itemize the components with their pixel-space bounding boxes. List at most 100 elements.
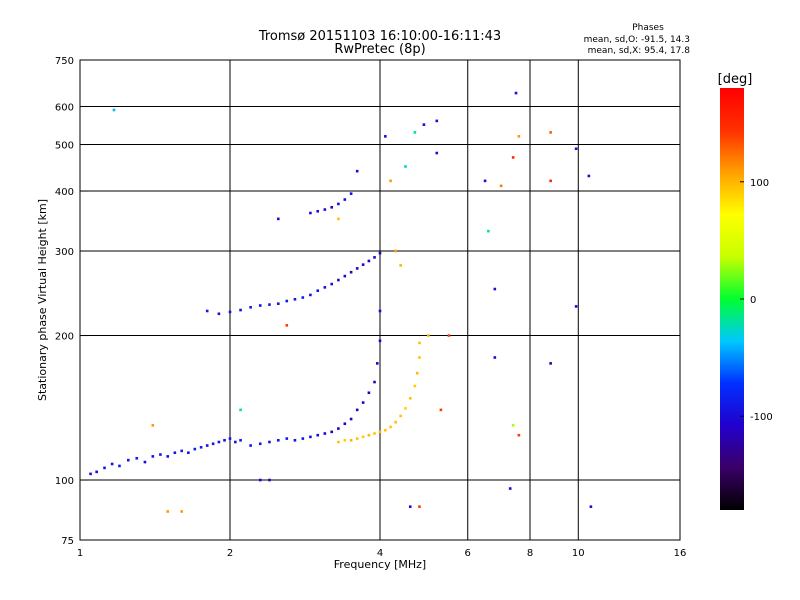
data-point (587, 174, 591, 178)
data-point (394, 249, 397, 253)
data-point (239, 408, 242, 412)
data-point (343, 438, 347, 442)
data-point (399, 264, 402, 267)
data-point (239, 438, 242, 442)
data-point (408, 397, 412, 400)
data-point (199, 446, 203, 449)
data-point (343, 422, 347, 426)
data-point (418, 341, 421, 345)
data-point (309, 293, 312, 297)
x-tick-label: 6 (465, 548, 471, 559)
data-point (126, 458, 130, 462)
data-point (330, 430, 334, 434)
x-axis-label: Frequency [MHz] (334, 558, 426, 571)
data-point (330, 282, 334, 286)
stats-o-line: mean, sd,O: -91.5, 14.3 (584, 35, 690, 45)
colorbar-tick-label: 100 (750, 178, 769, 189)
data-point (413, 384, 417, 388)
data-point (418, 505, 421, 508)
data-point (337, 217, 340, 221)
data-point (426, 334, 430, 337)
data-point (435, 151, 439, 155)
plot-frame (79, 59, 681, 541)
data-point (258, 478, 262, 482)
colorbar-tick-label: -100 (750, 412, 773, 423)
data-point (228, 437, 232, 440)
data-point (239, 308, 242, 312)
data-point (316, 433, 320, 437)
data-point (373, 432, 376, 435)
data-point (422, 123, 426, 126)
stats-heading: Phases (632, 23, 664, 33)
data-point (103, 466, 106, 470)
data-point (447, 334, 451, 337)
data-point (135, 456, 139, 460)
data-point (285, 324, 289, 327)
data-point (378, 339, 382, 343)
data-point (118, 464, 121, 468)
data-point (408, 505, 412, 508)
data-point (173, 451, 177, 455)
colorbar-tick-label: 0 (750, 295, 756, 306)
data-point (187, 451, 190, 455)
x-tick-label: 1 (77, 548, 83, 559)
data-point (418, 356, 421, 359)
data-point (483, 179, 487, 183)
data-point (378, 430, 382, 434)
data-point (276, 217, 280, 221)
data-point (316, 209, 320, 213)
chart-title: Tromsø 20151103 16:10:00-16:11:43 (258, 29, 501, 44)
y-tick-label: 600 (55, 103, 74, 114)
data-point (508, 487, 512, 490)
x-tick-label: 10 (572, 548, 585, 559)
data-point (293, 438, 297, 442)
grid-lines (80, 60, 680, 540)
data-point (166, 455, 170, 458)
colorbar-label: [deg] (718, 72, 753, 87)
data-point (217, 312, 221, 316)
data-point (361, 263, 365, 266)
y-axis-ticks: 75 100 200 300 400 500 600 750 (55, 56, 88, 547)
data-point (301, 296, 305, 299)
data-point (493, 287, 497, 291)
y-tick-label: 500 (55, 141, 74, 152)
data-point (399, 414, 402, 418)
data-point (349, 270, 353, 274)
data-point (159, 453, 162, 456)
data-point (337, 427, 340, 430)
y-tick-label: 400 (55, 187, 74, 198)
y-tick-label: 200 (55, 332, 74, 343)
data-point (389, 179, 392, 183)
data-point (330, 205, 334, 209)
data-point (268, 303, 271, 306)
stats-x-line: mean, sd,X: 95.4, 17.8 (588, 46, 691, 56)
data-point (493, 356, 497, 359)
x-tick-label: 2 (227, 548, 233, 559)
x-tick-label: 8 (527, 548, 533, 559)
data-point (384, 135, 387, 138)
data-point (228, 310, 232, 314)
data-point (499, 184, 503, 188)
data-point (361, 401, 365, 404)
data-point (349, 438, 353, 442)
y-tick-label: 750 (55, 56, 74, 67)
data-point (355, 267, 359, 270)
data-point (323, 208, 327, 211)
data-point (514, 91, 518, 95)
data-point (343, 274, 347, 278)
data-point (180, 510, 184, 513)
data-point (517, 433, 521, 437)
data-point (180, 449, 184, 453)
data-point (394, 420, 397, 424)
data-point (301, 437, 305, 440)
data-point (337, 440, 340, 444)
data-point (316, 289, 320, 292)
data-point (487, 229, 490, 233)
data-point (355, 169, 359, 173)
data-point (404, 165, 407, 168)
data-point (415, 371, 419, 375)
data-point (89, 472, 92, 476)
data-point (367, 433, 371, 437)
data-point (258, 442, 262, 446)
